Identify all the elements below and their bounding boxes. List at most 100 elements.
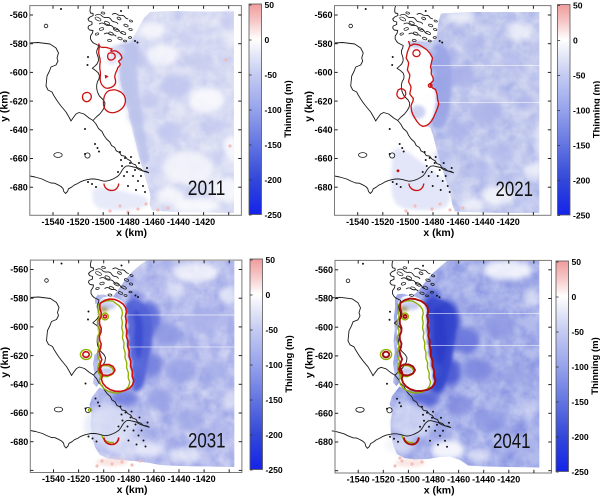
svg-text:-1460: -1460: [447, 475, 470, 485]
svg-text:-250: -250: [265, 210, 282, 220]
svg-text:-680: -680: [315, 437, 333, 447]
svg-text:-1440: -1440: [472, 217, 495, 227]
svg-text:-660: -660: [10, 408, 28, 418]
svg-text:-100: -100: [573, 106, 590, 116]
svg-text:-1500: -1500: [397, 475, 420, 485]
svg-text:-660: -660: [314, 154, 332, 164]
svg-text:y (km): y (km): [0, 91, 10, 122]
svg-text:-250: -250: [266, 465, 283, 475]
svg-text:x (km): x (km): [117, 484, 148, 496]
svg-text:50: 50: [266, 255, 276, 265]
svg-text:-200: -200: [265, 175, 282, 185]
svg-text:2031: 2031: [188, 430, 226, 453]
svg-text:-1480: -1480: [422, 475, 445, 485]
svg-text:Thinning (m): Thinning (m): [284, 335, 295, 393]
svg-text:-1420: -1420: [497, 475, 520, 485]
svg-text:-620: -620: [10, 351, 28, 361]
svg-text:-580: -580: [315, 294, 333, 304]
svg-text:2011: 2011: [188, 177, 226, 200]
svg-text:-50: -50: [265, 70, 278, 80]
svg-text:2041: 2041: [493, 430, 531, 453]
svg-text:-1440: -1440: [167, 217, 190, 227]
svg-text:-560: -560: [315, 265, 333, 275]
svg-text:Thinning (m): Thinning (m): [592, 81, 600, 139]
svg-text:-600: -600: [10, 322, 28, 332]
svg-text:-660: -660: [315, 409, 333, 419]
svg-text:x (km): x (km): [424, 485, 455, 497]
svg-text:-1480: -1480: [117, 217, 140, 227]
svg-text:-1480: -1480: [117, 474, 140, 484]
svg-text:-1540: -1540: [347, 475, 370, 485]
svg-text:-600: -600: [315, 322, 333, 332]
svg-text:-620: -620: [315, 351, 333, 361]
svg-text:-1480: -1480: [421, 217, 444, 227]
svg-text:-680: -680: [314, 182, 332, 192]
svg-text:-680: -680: [10, 437, 28, 447]
svg-text:-640: -640: [314, 125, 332, 135]
svg-text:-100: -100: [265, 105, 282, 115]
svg-text:0: 0: [265, 35, 270, 45]
svg-text:-560: -560: [10, 10, 28, 20]
svg-text:-1440: -1440: [472, 475, 495, 485]
svg-text:-1460: -1460: [142, 474, 165, 484]
svg-text:-200: -200: [573, 176, 590, 186]
svg-text:0: 0: [266, 290, 271, 300]
svg-text:-1520: -1520: [371, 217, 394, 227]
svg-text:-1500: -1500: [92, 217, 115, 227]
svg-text:0: 0: [572, 292, 577, 302]
svg-text:x (km): x (km): [116, 227, 147, 239]
svg-text:-620: -620: [10, 96, 28, 106]
svg-text:-1540: -1540: [346, 217, 369, 227]
svg-text:-1520: -1520: [67, 217, 90, 227]
svg-text:-640: -640: [315, 380, 333, 390]
svg-text:-200: -200: [572, 432, 589, 442]
svg-text:-660: -660: [10, 154, 28, 164]
svg-text:-150: -150: [573, 141, 590, 151]
svg-text:-1420: -1420: [497, 217, 520, 227]
svg-text:-1440: -1440: [167, 474, 190, 484]
svg-text:-600: -600: [314, 68, 332, 78]
svg-text:y (km): y (km): [304, 347, 316, 378]
svg-text:-150: -150: [266, 395, 283, 405]
svg-text:-580: -580: [10, 39, 28, 49]
svg-text:-600: -600: [10, 68, 28, 78]
svg-text:-620: -620: [314, 96, 332, 106]
svg-text:y (km): y (km): [0, 347, 11, 378]
svg-text:50: 50: [572, 257, 582, 267]
svg-text:-1520: -1520: [372, 475, 395, 485]
svg-text:-50: -50: [266, 325, 279, 335]
svg-text:-1420: -1420: [193, 474, 216, 484]
svg-text:Thinning (m): Thinning (m): [590, 337, 600, 395]
svg-text:-250: -250: [573, 211, 590, 221]
svg-text:-560: -560: [10, 265, 28, 275]
svg-text:-580: -580: [10, 293, 28, 303]
svg-text:-640: -640: [10, 380, 28, 390]
svg-text:-150: -150: [265, 140, 282, 150]
svg-text:-1540: -1540: [42, 474, 65, 484]
svg-text:-580: -580: [314, 39, 332, 49]
svg-text:-1500: -1500: [396, 217, 419, 227]
svg-text:-1460: -1460: [447, 217, 470, 227]
svg-text:-100: -100: [572, 362, 589, 372]
svg-text:-1460: -1460: [142, 217, 165, 227]
svg-text:y (km): y (km): [303, 91, 315, 122]
svg-text:-560: -560: [314, 10, 332, 20]
svg-text:0: 0: [573, 36, 578, 46]
svg-text:-1420: -1420: [192, 217, 215, 227]
svg-text:50: 50: [265, 0, 275, 10]
svg-text:-1540: -1540: [41, 217, 64, 227]
svg-text:-100: -100: [266, 360, 283, 370]
svg-text:-200: -200: [266, 430, 283, 440]
svg-text:-640: -640: [10, 125, 28, 135]
svg-text:-50: -50: [572, 327, 585, 337]
svg-text:-680: -680: [10, 182, 28, 192]
svg-text:2021: 2021: [496, 178, 534, 201]
svg-text:-1520: -1520: [67, 474, 90, 484]
svg-text:Thinning (m): Thinning (m): [283, 80, 294, 138]
svg-text:50: 50: [573, 1, 583, 11]
svg-text:x (km): x (km): [423, 227, 454, 239]
svg-text:-250: -250: [572, 467, 589, 477]
svg-text:-50: -50: [573, 71, 586, 81]
svg-text:-1500: -1500: [92, 474, 115, 484]
svg-text:-150: -150: [572, 397, 589, 407]
